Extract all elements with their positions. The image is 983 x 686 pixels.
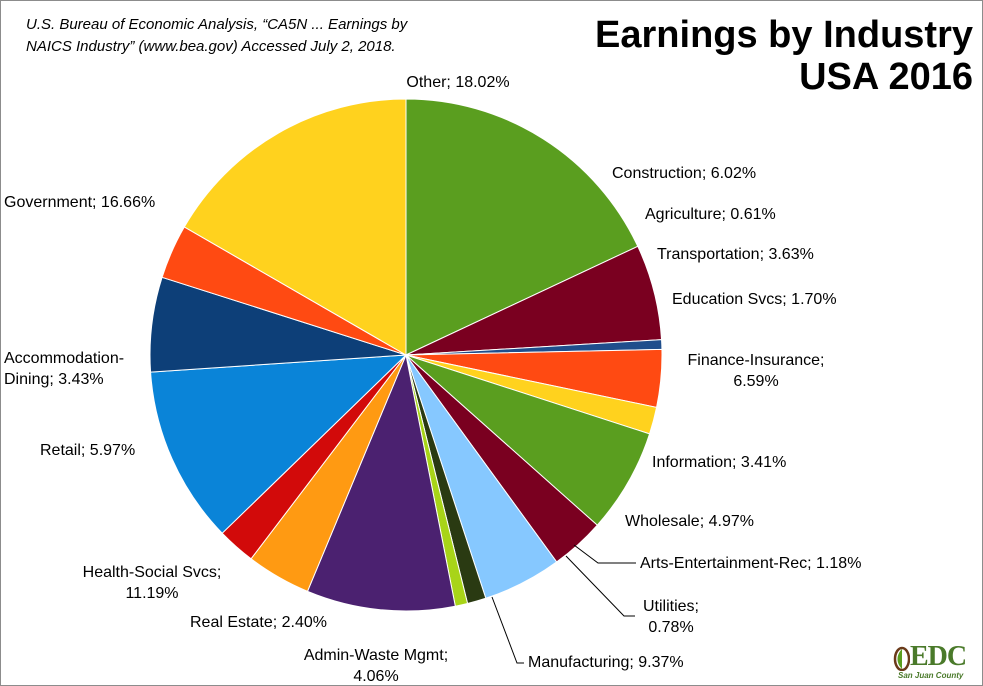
chart-title: Earnings by Industry USA 2016 <box>595 14 973 98</box>
leader-line-manufacturing <box>491 596 524 664</box>
slice-label-line: Utilities; <box>643 598 699 615</box>
logo-text: EDC <box>910 641 967 672</box>
slice-label-line: Manufacturing; 9.37% <box>528 654 684 671</box>
slice-label-line: Real Estate; 2.40% <box>190 614 327 631</box>
slice-label-line: Retail; 5.97% <box>40 442 135 459</box>
slice-label-line: 0.78% <box>648 619 693 636</box>
slice-label-line: Accommodation- <box>4 350 124 367</box>
chart-title-line-2: USA 2016 <box>799 56 973 98</box>
slice-label-government: Government; 16.66% <box>4 194 155 211</box>
slice-label-line: Arts-Entertainment-Rec; 1.18% <box>640 555 861 572</box>
source-line-1: U.S. Bureau of Economic Analysis, “CA5N … <box>26 16 408 33</box>
slice-label-wholesale: Wholesale; 4.97% <box>625 513 754 530</box>
slice-label-finance-insurance: Finance-Insurance; 6.59% <box>688 352 825 390</box>
slice-label-health-social-svcs: Health-Social Svcs; 11.19% <box>83 564 222 602</box>
edc-logo: EDC San Juan County <box>892 641 978 683</box>
slice-label-line: Dining; 3.43% <box>4 371 104 388</box>
slice-label-manufacturing: Manufacturing; 9.37% <box>528 654 684 671</box>
leader-line-arts-entertainment-rec <box>573 544 636 564</box>
slice-label-retail: Retail; 5.97% <box>40 442 135 459</box>
pie-slices <box>149 98 663 612</box>
slice-label-other: Other; 18.02% <box>406 74 509 91</box>
slice-label-information: Information; 3.41% <box>652 454 786 471</box>
source-line-2: NAICS Industry” (www.bea.gov) Accessed J… <box>26 38 396 55</box>
slice-label-line: 6.59% <box>733 373 778 390</box>
logo-subtitle: San Juan County <box>898 671 964 680</box>
slice-label-admin-waste-mgmt: Admin-Waste Mgmt; 4.06% <box>304 647 448 685</box>
slice-label-construction: Construction; 6.02% <box>612 165 756 182</box>
slice-label-line: Agriculture; 0.61% <box>645 206 776 223</box>
pie-slice-health-social-svcs <box>150 354 408 534</box>
slice-label-line: Transportation; 3.63% <box>657 246 814 263</box>
slice-label-line: Education Svcs; 1.70% <box>672 291 837 308</box>
pie-slice-other <box>405 98 639 356</box>
pie-slice-manufacturing <box>306 353 456 612</box>
slice-label-line: Admin-Waste Mgmt; <box>304 647 448 664</box>
slice-label-line: Information; 3.41% <box>652 454 786 471</box>
chart-title-line-1: Earnings by Industry <box>595 14 973 56</box>
slice-label-line: Other; 18.02% <box>406 74 509 91</box>
slice-label-real-estate: Real Estate; 2.40% <box>190 614 327 631</box>
slice-label-line: Construction; 6.02% <box>612 165 756 182</box>
leader-lines <box>491 544 636 664</box>
slice-label-line: 11.19% <box>125 585 178 602</box>
slice-label-line: Health-Social Svcs; <box>83 564 222 581</box>
slice-label-agriculture: Agriculture; 0.61% <box>645 206 776 223</box>
slice-label-line: 4.06% <box>353 668 398 685</box>
slice-label-arts-entertainment-rec: Arts-Entertainment-Rec; 1.18% <box>640 555 861 572</box>
leaf-icon <box>893 646 910 671</box>
slice-label-line: Finance-Insurance; <box>688 352 825 369</box>
pie-slice-government <box>183 98 407 356</box>
slice-label-education-svcs: Education Svcs; 1.70% <box>672 291 837 308</box>
slice-label-line: Wholesale; 4.97% <box>625 513 754 530</box>
slice-label-line: Government; 16.66% <box>4 194 155 211</box>
leader-line-utilities <box>565 555 635 617</box>
slice-labels: Other; 18.02% Construction; 6.02% Agricult… <box>4 74 861 685</box>
slice-label-accommodation-dining: Accommodation- Dining; 3.43% <box>4 350 124 388</box>
slice-label-transportation: Transportation; 3.63% <box>657 246 814 263</box>
slice-label-utilities: Utilities; 0.78% <box>643 598 699 636</box>
source-citation: U.S. Bureau of Economic Analysis, “CA5N … <box>26 14 486 58</box>
